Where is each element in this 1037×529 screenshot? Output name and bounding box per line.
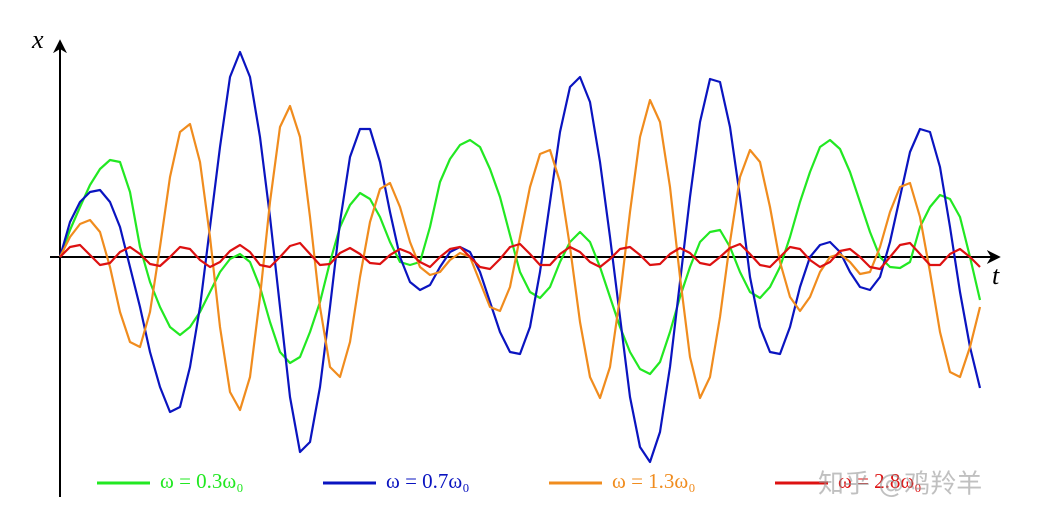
x-axis-label: t <box>992 261 1000 290</box>
legend-label: ω = 0.7ω₀ <box>386 469 470 493</box>
legend-label: ω = 2.8ω₀ <box>838 469 922 493</box>
watermark: 知乎 @鸡羚羊 <box>818 470 982 500</box>
series-line <box>58 138 982 376</box>
legend-label: ω = 1.3ω₀ <box>612 469 696 493</box>
legend-label: ω = 0.3ω₀ <box>160 469 244 493</box>
y-axis-label: x <box>31 25 44 54</box>
series-line <box>58 50 982 464</box>
series-line <box>59 98 982 412</box>
series-line <box>59 241 981 271</box>
